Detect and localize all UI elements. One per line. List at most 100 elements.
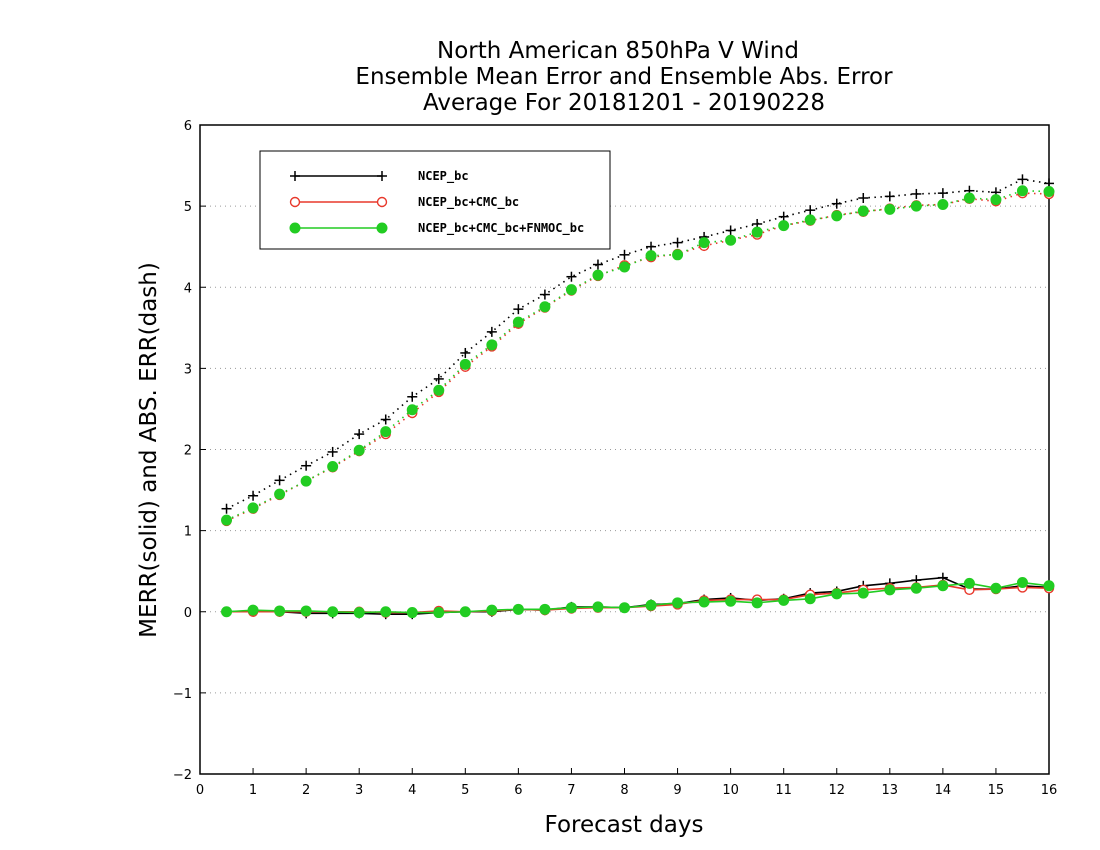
- merr-point: [539, 603, 551, 615]
- abs-err-point: [1043, 186, 1055, 198]
- abs-err-point: [327, 461, 339, 473]
- chart-title-line-1: North American 850hPa V Wind: [437, 38, 799, 64]
- chart-title-line-2: Ensemble Mean Error and Ensemble Abs. Er…: [355, 64, 893, 90]
- merr-point: [725, 595, 737, 607]
- merr-line: [226, 581, 1050, 614]
- abs-err-point: [300, 475, 312, 487]
- abs-err-point: [857, 205, 869, 217]
- x-tick-label: 14: [935, 783, 952, 798]
- x-tick-label: 1: [249, 783, 257, 798]
- legend-marker: [289, 196, 301, 208]
- merr-point: [990, 582, 1002, 594]
- merr-point: [459, 606, 471, 618]
- merr-point: [857, 587, 869, 599]
- merr-point: [565, 602, 577, 614]
- abs-err-point: [486, 339, 498, 351]
- merr-point: [353, 607, 365, 619]
- abs-err-point: [539, 301, 551, 313]
- abs-err-point: [751, 226, 763, 238]
- x-tick-label: 13: [882, 783, 899, 798]
- abs-err-point: [407, 391, 418, 402]
- y-tick-label: −2: [173, 768, 192, 783]
- abs-err-point: [354, 429, 365, 440]
- merr-point: [300, 605, 312, 617]
- merr-line: [226, 584, 1050, 614]
- abs-err-point: [831, 210, 843, 222]
- data-series: [221, 174, 1055, 620]
- abs-err-point: [804, 214, 816, 226]
- chart-title: North American 850hPa V Wind Ensemble Me…: [355, 38, 893, 116]
- abs-err-point: [990, 194, 1002, 206]
- y-axis-label: MERR(solid) and ABS. ERR(dash): [136, 262, 162, 638]
- x-tick-label: 11: [775, 783, 792, 798]
- abs-err-point: [433, 384, 445, 396]
- abs-err-point: [460, 347, 471, 358]
- merr-point: [221, 606, 233, 618]
- abs-err-point: [646, 241, 657, 252]
- abs-err-point: [805, 205, 816, 216]
- merr-point: [645, 599, 657, 611]
- abs-err-point: [910, 200, 922, 212]
- y-tick-label: 1: [184, 525, 192, 540]
- legend-entry: NCEP_bc+CMC_bc: [289, 195, 519, 210]
- legend-box: [259, 150, 611, 250]
- merr-point: [751, 597, 763, 609]
- y-tick-label: −1: [173, 687, 192, 702]
- legend-label: NCEP_bc+CMC_bc+FNMOC_bc: [418, 221, 584, 236]
- abs-err-point: [566, 271, 577, 282]
- abs-err-point: [672, 237, 683, 248]
- merr-point: [486, 604, 498, 616]
- merr-point: [910, 582, 922, 594]
- y-tick-label: 3: [184, 362, 192, 377]
- abs-err-point: [301, 460, 312, 471]
- x-tick-label: 8: [620, 783, 628, 798]
- legend-marker: [290, 171, 300, 181]
- abs-err-point: [963, 192, 975, 204]
- x-tick-label: 4: [408, 783, 416, 798]
- abs-err-point: [937, 199, 949, 211]
- abs-err-point: [512, 316, 524, 328]
- abs-err-point: [221, 503, 232, 514]
- abs-err-point: [353, 444, 365, 456]
- legend-marker: [376, 196, 388, 208]
- abs-err-point: [1017, 174, 1028, 185]
- gridlines: [200, 205, 1049, 694]
- abs-err-point: [672, 249, 684, 261]
- x-tick-labels: 0 1 2 3 4 5 6 7 8 9 10 11 12 13 14 15 16: [196, 783, 1057, 798]
- merr-point: [937, 580, 949, 592]
- abs-err-point: [513, 304, 524, 315]
- abs-err-point: [911, 188, 922, 199]
- abs-err-point: [327, 446, 338, 457]
- abs-err-point: [778, 220, 790, 232]
- series-NCEP_bc+CMC_bc+FNMOC_bc: [221, 185, 1055, 619]
- abs-err-point: [831, 198, 842, 209]
- merr-point: [963, 577, 975, 589]
- abs-err-point: [274, 475, 285, 486]
- y-tick-label: 6: [184, 119, 192, 134]
- x-tick-label: 7: [567, 783, 575, 798]
- legend-label: NCEP_bc+CMC_bc: [418, 195, 519, 210]
- abs-err-point: [778, 211, 789, 222]
- merr-point: [1016, 577, 1028, 589]
- x-tick-label: 5: [461, 783, 469, 798]
- legend-marker: [376, 222, 388, 234]
- legend-marker: [289, 222, 301, 234]
- merr-point: [512, 603, 524, 615]
- abs-err-point: [592, 269, 604, 281]
- abs-err-point: [645, 250, 657, 262]
- abs-err-point: [565, 284, 577, 296]
- abs-err-point: [858, 193, 869, 204]
- legend-entry: NCEP_bc+CMC_bc+FNMOC_bc: [289, 221, 584, 236]
- abs-err-point: [698, 237, 710, 249]
- merr-line: [226, 576, 1050, 615]
- merr-point: [831, 588, 843, 600]
- x-tick-label: 6: [514, 783, 522, 798]
- abs-err-point: [433, 373, 444, 384]
- merr-point: [380, 606, 392, 618]
- merr-point: [672, 597, 684, 609]
- abs-err-point: [247, 502, 259, 514]
- legend: NCEP_bc NCEP_bc+CMC_bc NCEP_bc+CMC_bc+FNMO…: [259, 150, 611, 250]
- x-tick-label: 15: [988, 783, 1005, 798]
- abs-err-point: [274, 488, 286, 500]
- merr-point: [884, 584, 896, 596]
